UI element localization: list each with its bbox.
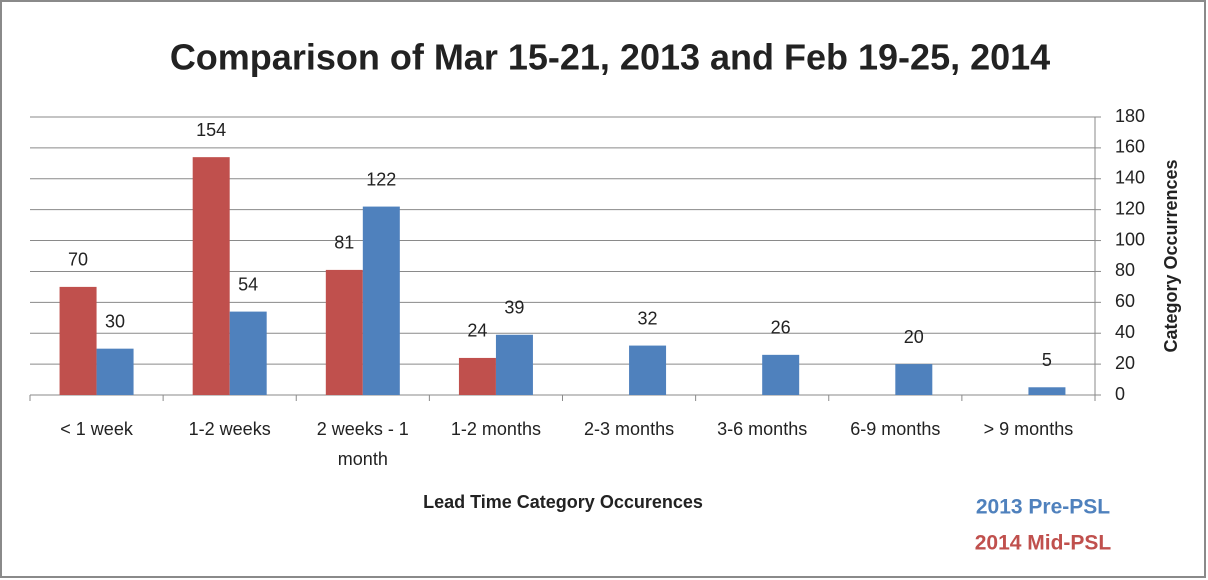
data-label: 5 xyxy=(1042,350,1052,370)
bar xyxy=(895,364,933,395)
x-tick-label: 2 weeks - 1 month xyxy=(317,419,409,469)
bar xyxy=(59,286,97,395)
data-label: 154 xyxy=(196,120,226,140)
bar xyxy=(325,269,363,395)
y-tick-label: 60 xyxy=(1115,291,1135,311)
bar xyxy=(629,345,667,395)
data-label: 81 xyxy=(334,233,354,253)
bar xyxy=(96,348,134,395)
x-tick-label: 2-3 months xyxy=(584,419,674,439)
x-axis-title: Lead Time Category Occurences xyxy=(423,492,703,512)
y-tick-label: 80 xyxy=(1115,260,1135,280)
data-label: 70 xyxy=(68,250,88,270)
bar xyxy=(762,354,800,395)
data-label: 30 xyxy=(105,311,125,331)
data-label: 20 xyxy=(904,327,924,347)
y-tick-label: 40 xyxy=(1115,322,1135,342)
y-tick-label: 100 xyxy=(1115,229,1145,249)
data-label: 122 xyxy=(366,169,396,189)
y-tick-label: 120 xyxy=(1115,198,1145,218)
y-tick-label: 20 xyxy=(1115,353,1135,373)
y-tick-label: 180 xyxy=(1115,106,1145,126)
bar xyxy=(192,157,230,395)
legend-entry: 2013 Pre-PSL xyxy=(976,496,1110,519)
bar xyxy=(458,357,496,395)
data-label: 32 xyxy=(638,308,658,328)
bar xyxy=(495,334,533,395)
y-tick-label: 0 xyxy=(1115,384,1125,404)
chart-title: Comparison of Mar 15-21, 2013 and Feb 19… xyxy=(170,37,1050,78)
data-label: 26 xyxy=(771,318,791,338)
data-label: 39 xyxy=(504,298,524,318)
x-tick-label: 3-6 months xyxy=(717,419,807,439)
y-tick-label: 140 xyxy=(1115,168,1145,188)
x-tick-label: 1-2 months xyxy=(451,419,541,439)
legend-entry: 2014 Mid-PSL xyxy=(975,532,1112,555)
x-tick-label: 6-9 months xyxy=(850,419,940,439)
data-label: 24 xyxy=(467,321,487,341)
x-tick-label: < 1 week xyxy=(60,419,134,439)
bar xyxy=(1028,387,1066,395)
x-tick-label: > 9 months xyxy=(984,419,1074,439)
bar xyxy=(229,311,267,395)
data-label: 54 xyxy=(238,274,258,294)
y-axis-title: Category Occurrences xyxy=(1161,159,1181,352)
y-tick-label: 160 xyxy=(1115,137,1145,157)
bar xyxy=(362,206,400,395)
x-tick-label: 1-2 weeks xyxy=(189,419,271,439)
